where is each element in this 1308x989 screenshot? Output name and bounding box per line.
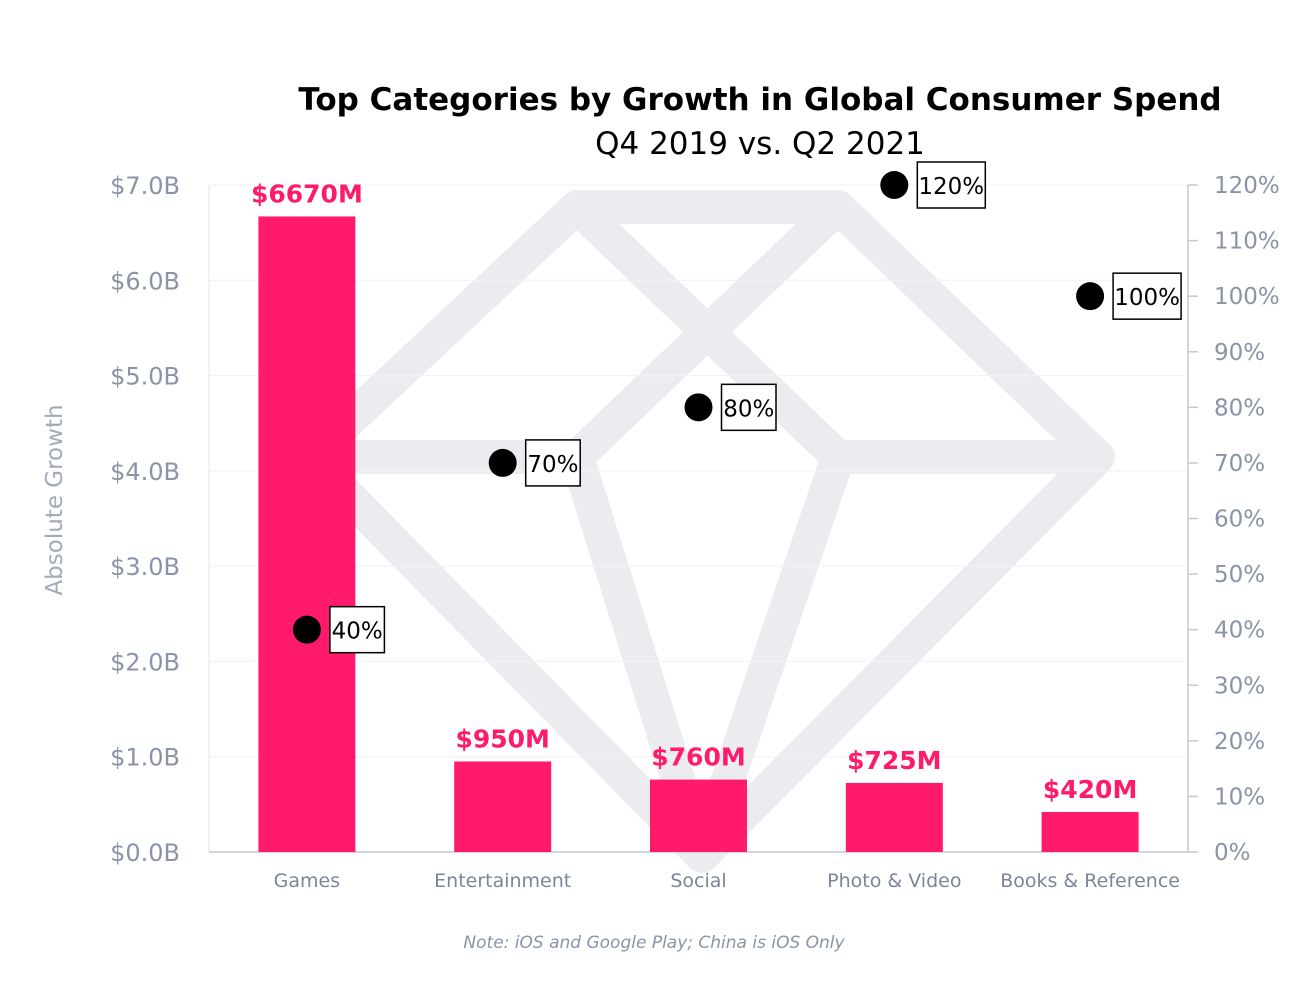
right-tick-label: 0% (1214, 840, 1251, 866)
growth-label: 100% (1114, 285, 1180, 311)
right-tick-label: 30% (1214, 673, 1265, 699)
right-tick-label: 110% (1214, 229, 1280, 255)
category-label: Games (274, 870, 340, 892)
right-tick-label: 40% (1214, 618, 1265, 644)
watermark-outline (293, 190, 1115, 873)
growth-label: 120% (918, 174, 984, 200)
bar-value-labels: $6670M $950M $760M $725M $420M (251, 179, 1137, 804)
right-tick-label: 90% (1214, 340, 1265, 366)
bar-value-label: $6670M (251, 179, 363, 208)
right-tick-label: 60% (1214, 507, 1265, 533)
right-tick-label: 10% (1214, 784, 1265, 810)
bar-value-label: $420M (1043, 775, 1137, 804)
left-tick-label: $5.0B (110, 363, 180, 391)
growth-label: 40% (332, 619, 383, 645)
right-axis-ticks: 0% 10% 20% 30% 40% 50% 60% 70% 80% 90% 100% 110% 120… (1188, 173, 1280, 866)
right-tick-label: 80% (1214, 395, 1265, 421)
bar-books-reference (1041, 811, 1139, 852)
category-label: Photo & Video (827, 870, 961, 892)
right-tick-label: 120% (1214, 173, 1280, 199)
left-tick-label: $3.0B (110, 553, 180, 581)
chart-note: Note: iOS and Google Play; China is iOS … (463, 933, 845, 953)
category-label: Entertainment (434, 870, 571, 892)
bar-value-label: $725M (847, 746, 941, 775)
bar-social (650, 779, 747, 852)
category-labels: Games Entertainment Social Photo & Video Boo… (274, 870, 1180, 892)
growth-point (292, 615, 321, 644)
left-tick-label: $2.0B (110, 648, 180, 676)
bars (258, 216, 1139, 853)
left-tick-label: $1.0B (110, 744, 180, 772)
growth-label-box (916, 161, 987, 209)
left-tick-label: $0.0B (110, 839, 180, 867)
bar-value-label: $760M (651, 743, 745, 772)
growth-point (488, 448, 517, 477)
bar-entertainment (454, 761, 552, 852)
left-tick-label: $4.0B (110, 458, 180, 486)
right-tick-label: 20% (1214, 729, 1265, 755)
chart-title: Top Categories by Growth in Global Consu… (298, 82, 1221, 118)
right-tick-label: 100% (1214, 284, 1280, 310)
bar-games (258, 216, 356, 853)
growth-label-box (720, 383, 777, 432)
bar-value-label: $950M (455, 724, 549, 753)
right-tick-label: 70% (1214, 451, 1265, 477)
growth-points: 40% 70% 80% 120% 100% (292, 161, 1182, 654)
left-axis-ticks: $0.0B $1.0B $2.0B $3.0B $4.0B $5.0B $6.0B $7.0B (110, 172, 180, 867)
left-tick-label: $7.0B (110, 172, 180, 200)
growth-label: 70% (527, 452, 578, 478)
growth-label-box (329, 605, 386, 654)
category-label: Social (670, 870, 726, 892)
growth-point (684, 393, 713, 422)
y-axis-label: Absolute Growth (42, 404, 68, 595)
chart-subtitle: Q4 2019 vs. Q2 2021 (595, 126, 925, 162)
growth-point (1076, 282, 1105, 311)
grid-lines (209, 184, 1188, 758)
growth-point (880, 171, 909, 199)
growth-label-box (1112, 272, 1182, 320)
growth-label: 80% (723, 396, 774, 422)
bar-photo-video (845, 782, 943, 852)
left-tick-label: $6.0B (110, 267, 180, 295)
category-label: Books & Reference (1000, 870, 1180, 892)
growth-label-box (524, 439, 581, 487)
right-tick-label: 50% (1214, 562, 1265, 588)
